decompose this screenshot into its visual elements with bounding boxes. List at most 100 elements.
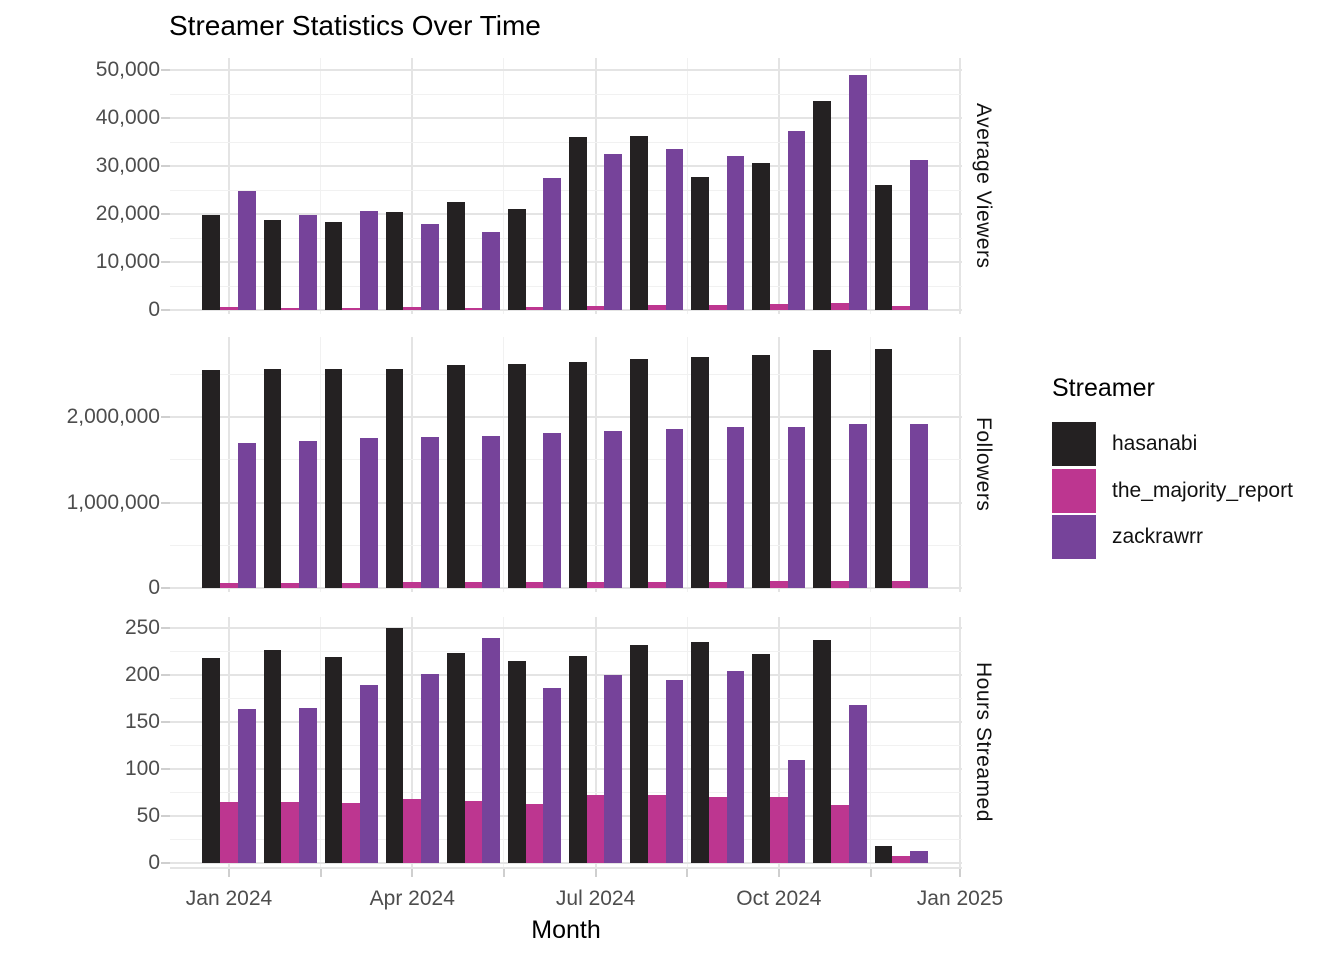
bar-hasanabi xyxy=(446,652,465,863)
bar-the_majority_report xyxy=(342,802,361,863)
bar-zackrawrr xyxy=(237,443,256,588)
legend-swatch-hasanabi xyxy=(1052,422,1096,466)
y-axis-tick xyxy=(161,768,170,771)
bar-zackrawrr xyxy=(787,759,806,863)
gridline-minor xyxy=(170,237,962,239)
bar-the_majority_report xyxy=(647,304,666,310)
bar-hasanabi xyxy=(813,101,832,310)
gridline-minor xyxy=(170,651,962,653)
y-tick-label: 40,000 xyxy=(95,106,160,129)
gridline-minor xyxy=(320,58,322,314)
bar-zackrawrr xyxy=(543,433,562,588)
bar-hasanabi xyxy=(752,354,771,588)
bar-zackrawrr xyxy=(237,709,256,863)
bar-the_majority_report xyxy=(770,304,788,310)
bar-the_majority_report xyxy=(525,582,544,588)
bar-the_majority_report xyxy=(892,306,910,310)
gridline-major xyxy=(959,617,961,867)
bar-hasanabi xyxy=(813,639,832,863)
bar-zackrawrr xyxy=(604,675,623,863)
gridline-minor xyxy=(170,544,962,546)
gridline-minor xyxy=(170,189,962,191)
y-axis-tick xyxy=(161,862,170,864)
gridline-minor xyxy=(320,617,322,867)
y-tick-label: 250 xyxy=(124,616,160,640)
bar-hasanabi xyxy=(507,364,526,588)
x-tick-label: Jan 2024 xyxy=(185,887,273,910)
gridline-major xyxy=(594,58,597,314)
bar-zackrawrr xyxy=(848,424,867,588)
gridline-major xyxy=(170,165,962,167)
gridline-major xyxy=(777,617,780,867)
y-axis-tick xyxy=(161,309,170,311)
gridline-major xyxy=(170,587,962,589)
bar-hasanabi xyxy=(507,209,526,310)
bar-the_majority_report xyxy=(708,797,727,863)
bar-the_majority_report xyxy=(281,801,299,863)
bar-the_majority_report xyxy=(281,582,299,588)
y-axis-tick xyxy=(161,627,170,630)
bar-zackrawrr xyxy=(665,429,684,588)
bar-zackrawrr xyxy=(421,223,439,310)
gridline-major xyxy=(228,337,230,592)
gridline-minor xyxy=(170,285,962,287)
y-tick-label: 0 xyxy=(148,298,160,321)
bar-hasanabi xyxy=(874,349,893,588)
x-tick-label: Jan 2025 xyxy=(916,887,1004,910)
bar-the_majority_report xyxy=(525,306,544,310)
bar-the_majority_report xyxy=(647,795,666,863)
bar-hasanabi xyxy=(752,653,771,863)
bar-zackrawrr xyxy=(482,637,500,863)
gridline-major xyxy=(959,337,961,592)
y-tick-label: 200 xyxy=(124,663,160,687)
bar-the_majority_report xyxy=(464,801,483,863)
gridline-minor xyxy=(870,58,872,314)
bar-the_majority_report xyxy=(770,797,788,863)
gridline-major xyxy=(411,58,414,314)
facet-strip-label-followers: Followers xyxy=(972,417,995,512)
gridline-minor xyxy=(503,337,505,592)
bar-zackrawrr xyxy=(665,679,684,863)
x-axis-tick xyxy=(686,869,689,877)
bar-hasanabi xyxy=(569,136,587,310)
legend-item-label: zackrawrr xyxy=(1112,525,1204,548)
facet-strip-label-average-viewers: Average Viewers xyxy=(972,103,995,269)
bar-zackrawrr xyxy=(604,154,623,310)
x-axis-tick xyxy=(594,869,597,877)
bar-the_majority_report xyxy=(342,582,361,588)
gridline-minor xyxy=(870,617,872,867)
chart-title: Streamer Statistics Over Time xyxy=(169,10,541,41)
bar-hasanabi xyxy=(263,369,282,588)
bar-the_majority_report xyxy=(708,581,727,588)
gridline-major xyxy=(170,261,962,263)
gridline-minor xyxy=(686,337,688,592)
bar-zackrawrr xyxy=(360,684,378,863)
bar-zackrawrr xyxy=(360,438,378,588)
bar-hasanabi xyxy=(752,163,771,310)
bar-zackrawrr xyxy=(787,426,806,588)
gridline-major xyxy=(777,337,780,592)
bar-zackrawrr xyxy=(787,130,806,310)
y-tick-label: 50,000 xyxy=(95,58,160,81)
bar-hasanabi xyxy=(691,176,709,310)
bar-zackrawrr xyxy=(909,159,928,310)
gridline-major xyxy=(170,627,962,630)
facet-panel-average-viewers xyxy=(170,58,962,314)
gridline-minor xyxy=(686,58,688,314)
gridline-major xyxy=(411,617,414,867)
gridline-minor xyxy=(170,459,962,461)
bar-the_majority_report xyxy=(831,580,849,588)
bar-the_majority_report xyxy=(342,307,361,310)
bar-the_majority_report xyxy=(525,803,544,863)
bar-zackrawrr xyxy=(237,190,256,310)
bar-zackrawrr xyxy=(604,430,623,588)
y-axis-tick xyxy=(161,261,170,263)
bar-hasanabi xyxy=(202,215,221,310)
gridline-minor xyxy=(870,337,872,592)
gridline-major xyxy=(170,674,962,677)
bar-zackrawrr xyxy=(482,232,500,310)
bar-the_majority_report xyxy=(281,307,299,310)
gridline-major xyxy=(594,337,597,592)
bar-hasanabi xyxy=(385,368,404,588)
y-axis-tick xyxy=(161,501,170,504)
